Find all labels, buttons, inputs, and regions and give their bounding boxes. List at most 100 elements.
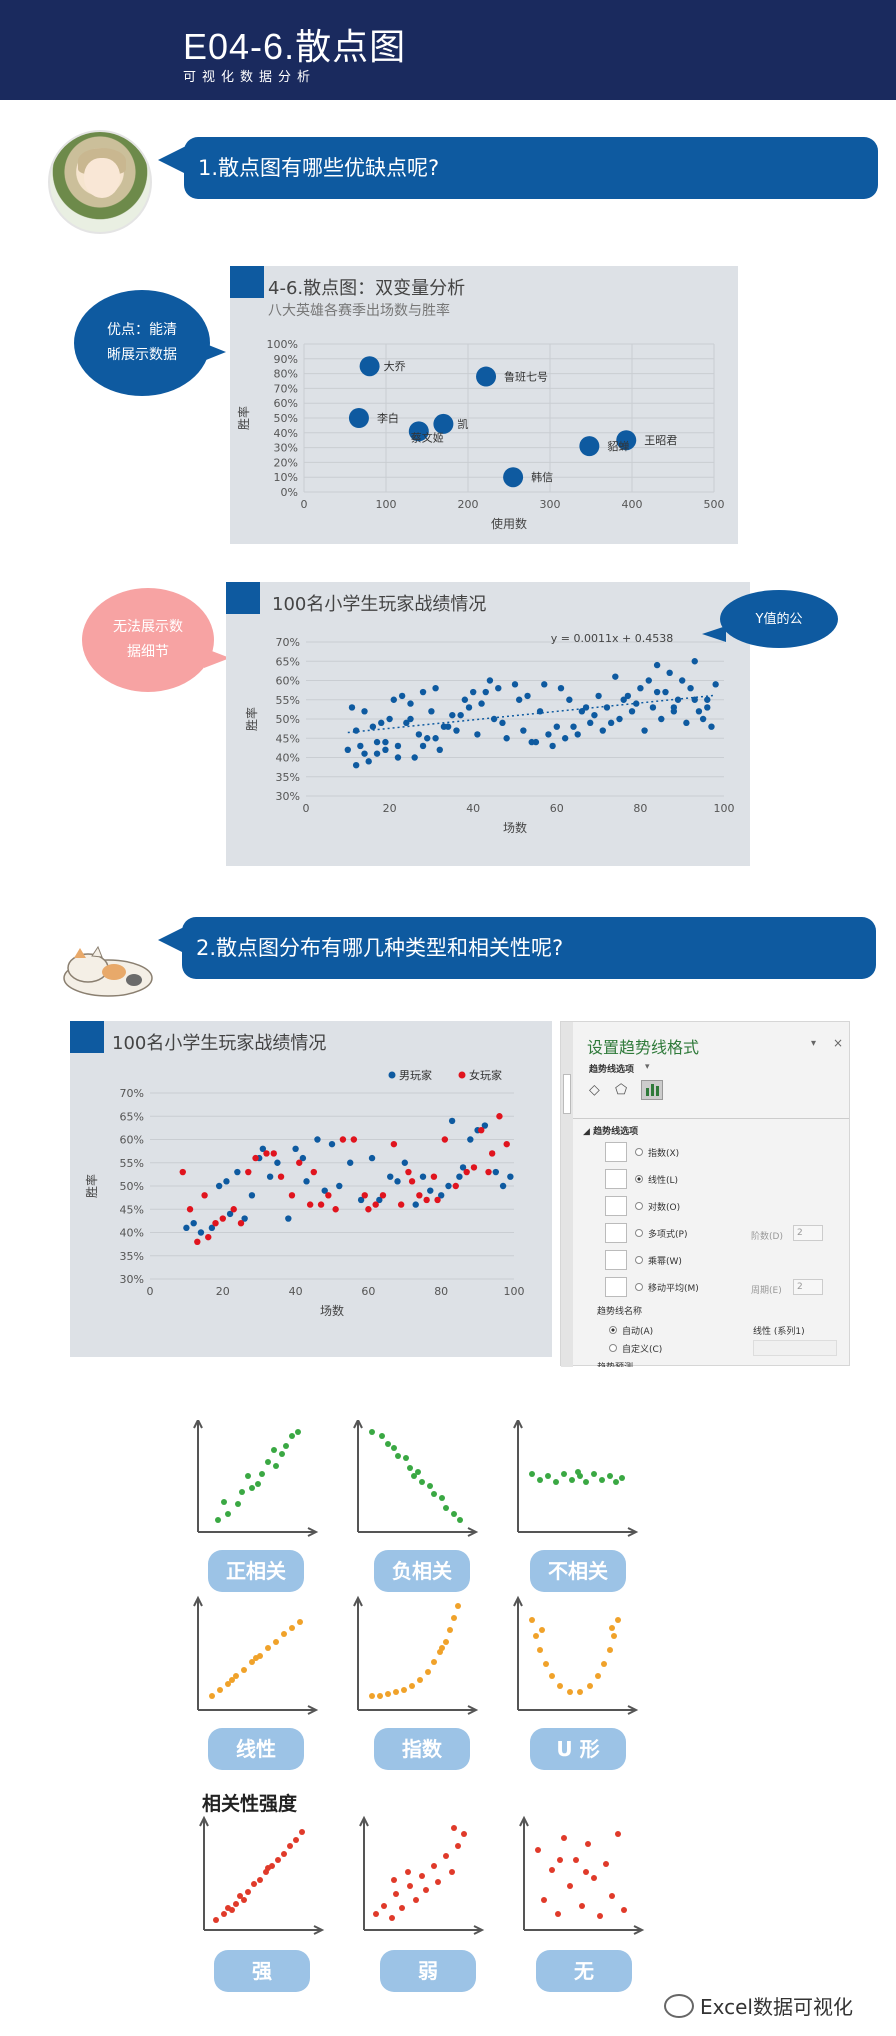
data-point xyxy=(528,738,535,746)
trend-option-moving-avg[interactable]: 移动平均(M) xyxy=(605,1275,699,1299)
chart3-panel: 100名小学生玩家战绩情况 30% 35% 40% 45% 50% 55% 60% 65% 70… xyxy=(70,1021,552,1357)
illustration-dot xyxy=(233,1901,239,1907)
period-stepper[interactable]: 2 xyxy=(793,1279,823,1295)
data-point xyxy=(183,1224,190,1232)
data-point xyxy=(303,1178,310,1185)
illustration-dot xyxy=(209,1693,215,1699)
illustration-dot xyxy=(619,1475,625,1481)
illustration-dot xyxy=(621,1907,627,1913)
data-point xyxy=(432,735,439,742)
illustration-dot xyxy=(457,1517,463,1523)
illustration-dot xyxy=(407,1883,413,1889)
illustration-dot xyxy=(449,1869,455,1875)
effects-icon[interactable]: ⬠ xyxy=(615,1082,628,1098)
axis-arrow xyxy=(193,1420,203,1429)
trend-option-exponential[interactable]: 指数(X) xyxy=(605,1140,679,1164)
data-point xyxy=(457,711,464,719)
illustration-dot xyxy=(385,1441,391,1447)
data-point xyxy=(245,1168,252,1176)
data-point xyxy=(478,700,485,707)
illustration-dot xyxy=(443,1505,449,1511)
data-point xyxy=(325,1192,332,1199)
x-tick-label: 40 xyxy=(289,1285,303,1298)
data-point xyxy=(445,1182,452,1190)
order-stepper[interactable]: 2 xyxy=(793,1225,823,1241)
trendline-options-icon[interactable] xyxy=(641,1080,663,1100)
data-point xyxy=(412,1201,419,1208)
data-point xyxy=(288,1192,296,1199)
moving-average-icon xyxy=(605,1277,627,1297)
trend-option-linear[interactable]: 线性(L) xyxy=(605,1167,678,1191)
data-point xyxy=(336,1182,343,1190)
data-point xyxy=(653,688,661,696)
illustration-dot xyxy=(579,1903,585,1909)
close-icon[interactable]: × xyxy=(833,1036,844,1050)
data-point xyxy=(427,1187,434,1194)
illustration-dot xyxy=(543,1661,549,1667)
illustration-dot xyxy=(265,1459,271,1465)
illustration-dot xyxy=(427,1483,433,1489)
legend-entry: 女玩家 xyxy=(469,1068,502,1082)
axis-arrow xyxy=(467,1527,479,1537)
data-point xyxy=(574,731,581,738)
illustration-dot xyxy=(607,1473,613,1479)
pane-scrollbar[interactable] xyxy=(561,1022,573,1367)
data-point xyxy=(274,1159,281,1166)
custom-name-input[interactable] xyxy=(753,1340,837,1356)
custom-name-radio[interactable]: 自定义(C) xyxy=(609,1342,662,1355)
trend-option-power[interactable]: 乘幂(W) xyxy=(605,1248,682,1272)
bubble-tail xyxy=(204,648,230,668)
illustration-dot xyxy=(567,1689,573,1695)
chart1-svg: 0% 10% 20%30% 40% 50% 60% 70%80% 90% 100% 0 100 200… xyxy=(236,338,725,531)
illustration-dot xyxy=(561,1835,567,1841)
chevron-down-icon[interactable]: ▾ xyxy=(811,1038,817,1049)
chevron-down-icon[interactable]: ▾ xyxy=(645,1062,650,1072)
data-point xyxy=(270,1150,277,1157)
illustration-dot xyxy=(585,1841,591,1847)
wechat-icon xyxy=(664,1993,694,2018)
data-point xyxy=(561,735,569,742)
illustration-dot xyxy=(455,1843,461,1849)
illustration-dot xyxy=(567,1883,573,1889)
data-point xyxy=(321,1187,328,1194)
data-point xyxy=(463,1168,470,1176)
con-bubble-line: 无法展示数 xyxy=(113,619,183,635)
illustration-dot xyxy=(265,1865,271,1871)
data-point xyxy=(394,742,402,750)
data-point xyxy=(348,704,356,711)
illustration-dot xyxy=(451,1615,457,1621)
illustration-dot xyxy=(235,1501,241,1507)
data-point xyxy=(503,1140,510,1148)
fill-icon[interactable]: ◇ xyxy=(589,1082,600,1098)
data-point xyxy=(352,727,360,734)
illustration-dot xyxy=(439,1495,445,1501)
data-point xyxy=(520,727,527,734)
data-point xyxy=(344,746,351,753)
trend-option-log[interactable]: 对数(O) xyxy=(605,1194,680,1218)
y-tick-label: 45% xyxy=(120,1203,144,1216)
data-point xyxy=(691,696,698,703)
power-icon xyxy=(605,1250,627,1270)
illustration-dot xyxy=(389,1915,395,1921)
y-tick-label: 65% xyxy=(276,655,300,668)
illustration-dot xyxy=(587,1683,593,1689)
data-label: 貂蝉 xyxy=(607,439,629,453)
corr-label: 正相关 xyxy=(208,1550,304,1592)
axis-arrow xyxy=(633,1925,645,1935)
illustration-dot xyxy=(415,1469,421,1475)
pane-section-tab[interactable]: 趋势线选项 xyxy=(589,1065,635,1075)
pro-bubble-line: 优点：能清 xyxy=(107,322,177,338)
y-tick-label: 30% xyxy=(276,790,300,803)
data-point xyxy=(296,1159,303,1166)
y-tick-label: 65% xyxy=(120,1110,144,1123)
data-point xyxy=(194,1238,201,1245)
trend-option-polynomial[interactable]: 多项式(P) xyxy=(605,1221,687,1245)
data-point xyxy=(465,704,473,711)
panel-mark xyxy=(226,582,260,614)
auto-name-radio[interactable]: 自动(A) xyxy=(609,1324,653,1337)
data-label: 蔡文姬 xyxy=(411,430,444,444)
illustration-dot xyxy=(583,1479,589,1485)
illustration-dot xyxy=(575,1469,581,1475)
data-point xyxy=(486,677,494,684)
data-point xyxy=(382,746,389,753)
